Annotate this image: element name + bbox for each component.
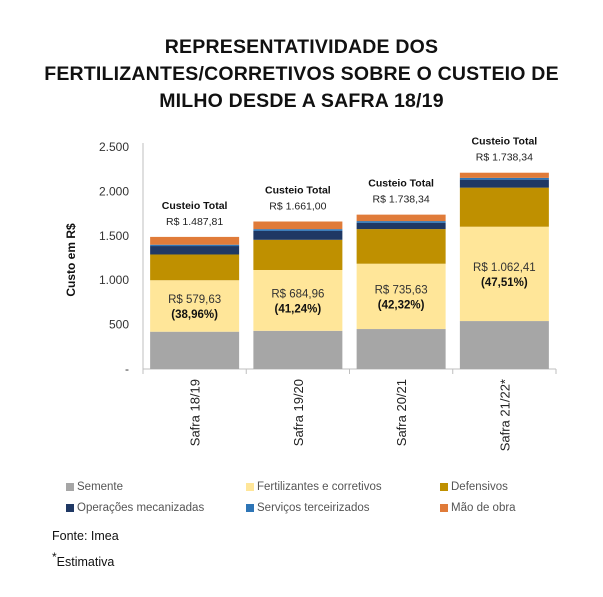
bar-segment xyxy=(356,263,446,330)
bar-segment xyxy=(150,246,240,255)
fertilizer-value-label: R$ 1.062,41 xyxy=(473,262,536,274)
fertilizer-percent-label: (42,32%) xyxy=(378,299,425,311)
y-tick-label: 1.500 xyxy=(99,229,129,243)
legend-swatch xyxy=(440,504,448,512)
legend-swatch xyxy=(66,483,74,491)
y-tick-label: 500 xyxy=(109,318,129,332)
legend-label: Mão de obra xyxy=(451,502,516,514)
bar-segment xyxy=(150,254,240,281)
legend-item: Fertilizantes e corretivos xyxy=(246,481,382,493)
fertilizer-percent-label: (47,51%) xyxy=(481,277,528,289)
fertilizer-value-label: R$ 735,63 xyxy=(375,284,428,296)
bar-segment xyxy=(459,179,549,188)
legend-item: Defensivos xyxy=(440,481,508,493)
category-label: Safra 19/20 xyxy=(291,379,306,446)
chart-title: REPRESENTATIVIDADE DOS FERTILIZANTES/COR… xyxy=(0,34,603,115)
estimate-text: Estimativa xyxy=(56,555,115,570)
category-label: Safra 18/19 xyxy=(188,379,203,446)
y-tick-label: - xyxy=(125,362,129,376)
bar-segment xyxy=(459,172,549,178)
total-value-label: R$ 1.487,81 xyxy=(166,216,223,228)
bar-segment xyxy=(356,229,446,264)
fertilizer-value-label: R$ 684,96 xyxy=(271,288,324,300)
bar-segment xyxy=(253,221,343,230)
bar-segment xyxy=(356,329,446,369)
bar-segment xyxy=(459,177,549,180)
y-tick-label: 2.500 xyxy=(99,140,129,154)
title-line-1: REPRESENTATIVIDADE DOS xyxy=(164,36,439,58)
legend-label: Serviços terceirizados xyxy=(257,502,370,514)
legend-swatch xyxy=(246,504,254,512)
legend-label: Operações mecanizadas xyxy=(77,502,205,514)
total-title-label: Custeio Total xyxy=(472,136,538,148)
bar-segment xyxy=(356,221,446,223)
bar-segment xyxy=(356,214,446,222)
y-axis-label: Custo em R$ xyxy=(64,223,78,297)
y-tick-label: 2.000 xyxy=(99,184,129,198)
fertilizer-percent-label: (41,24%) xyxy=(275,303,322,315)
y-tick-label: 1.000 xyxy=(99,273,129,287)
bar-segment xyxy=(253,239,343,270)
bar-segment xyxy=(150,244,240,247)
bar-segment xyxy=(253,229,343,231)
legend-item: Semente xyxy=(66,481,123,493)
total-value-label: R$ 1.738,34 xyxy=(373,194,430,206)
legend-label: Fertilizantes e corretivos xyxy=(257,481,382,493)
bar-segment xyxy=(253,230,343,240)
legend-swatch xyxy=(66,504,74,512)
bar-segment xyxy=(459,321,549,369)
bar-segment xyxy=(253,330,343,369)
bar-segment xyxy=(150,280,240,332)
category-label: Safra 20/21 xyxy=(394,379,409,446)
legend-swatch xyxy=(246,483,254,491)
total-value-label: R$ 1.661,00 xyxy=(269,201,326,213)
bar-segment xyxy=(150,331,240,369)
total-title-label: Custeio Total xyxy=(162,200,228,212)
category-label: Safra 21/22* xyxy=(497,379,512,451)
bar-segment xyxy=(356,222,446,230)
legend-label: Semente xyxy=(77,481,124,493)
legend-item: Operações mecanizadas xyxy=(66,502,204,514)
asterisk: * xyxy=(52,550,57,564)
estimate-note: *Estimativa xyxy=(52,550,114,569)
stacked-bar-chart: - 500 1.000 1.500 2.000 2.500 Custo em R$ Safra… xyxy=(64,136,557,451)
fertilizer-value-label: R$ 579,63 xyxy=(168,294,221,306)
bar-segment xyxy=(150,236,240,245)
bar-segment xyxy=(459,187,549,227)
total-title-label: Custeio Total xyxy=(368,178,434,190)
bar-segment xyxy=(253,269,343,331)
title-line-2: FERTILIZANTES/CORRETIVOS SOBRE O CUSTEIO… xyxy=(44,63,559,85)
legend-label: Defensivos xyxy=(451,481,508,493)
legend-item: Mão de obra xyxy=(440,502,516,514)
bar-segment xyxy=(459,226,549,322)
title-line-3: MILHO DESDE A SAFRA 18/19 xyxy=(159,90,444,112)
total-value-label: R$ 1.738,34 xyxy=(476,152,533,164)
legend-swatch xyxy=(440,483,448,491)
source-note: Fonte: Imea xyxy=(52,529,119,543)
total-title-label: Custeio Total xyxy=(265,185,331,197)
legend-item: Serviços terceirizados xyxy=(246,502,369,514)
fertilizer-percent-label: (38,96%) xyxy=(171,309,218,321)
